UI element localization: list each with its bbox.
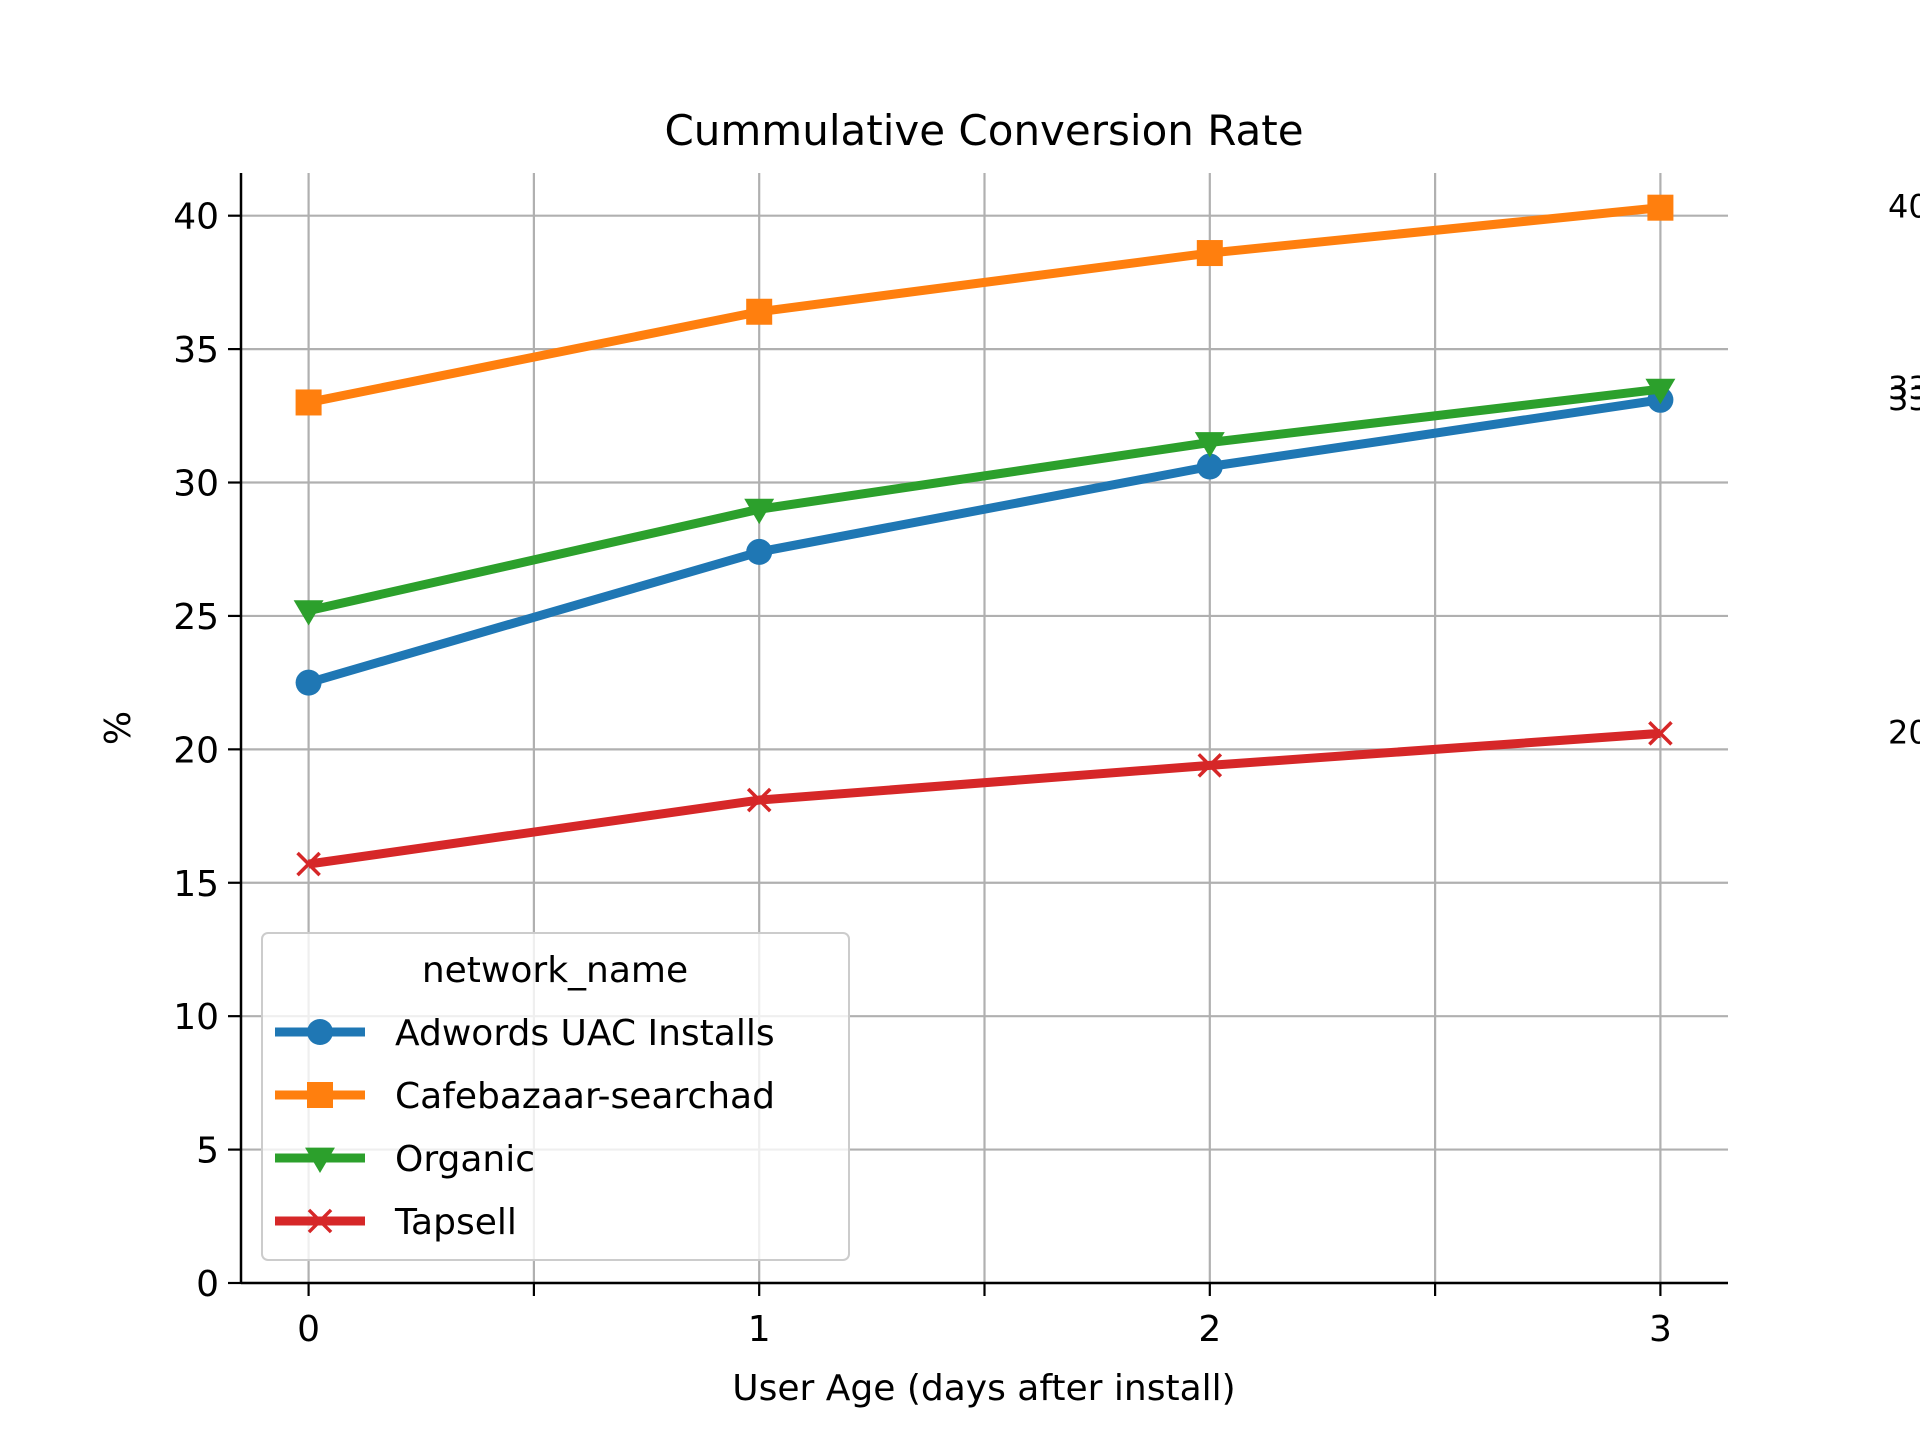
legend-label: Organic [395, 1139, 535, 1180]
x-tick-label: 3 [1649, 1309, 1672, 1350]
data-point [307, 1208, 333, 1234]
y-tick-label: 20 [173, 730, 219, 771]
data-point [1648, 721, 1673, 746]
data-point [1197, 753, 1223, 778]
data-point [746, 538, 773, 565]
x-tick-label: 2 [1198, 1309, 1221, 1350]
data-point [293, 600, 324, 626]
y-tick-label: 10 [173, 997, 219, 1038]
chart-title: Cummulative Conversion Rate [664, 106, 1303, 155]
y-tick-label: 0 [196, 1264, 219, 1305]
legend-label: Cafebazaar-searchad [395, 1076, 775, 1117]
legend-label: Tapsell [394, 1202, 517, 1243]
edge-label: 33 [1888, 369, 1920, 407]
y-tick-label: 5 [196, 1131, 219, 1172]
data-point [1196, 240, 1223, 267]
legend-items: Adwords UAC Installs Cafebazaar-searchad O… [275, 1013, 775, 1243]
legend-box [261, 932, 850, 1261]
series-line [307, 728, 1661, 869]
data-point [305, 1147, 335, 1173]
data-point [1194, 432, 1225, 458]
data-point [746, 298, 773, 325]
data-point [295, 669, 322, 696]
y-tick-label: 25 [173, 597, 219, 638]
edge-label: 20 [1888, 713, 1920, 751]
data-point [307, 1082, 333, 1108]
x-tick-label: 1 [748, 1309, 771, 1350]
data-point [307, 1019, 333, 1045]
edge-label: 40 [1888, 188, 1920, 226]
x-tick-label: 0 [297, 1309, 320, 1350]
grid-lines [241, 173, 1728, 1285]
y-axis-ticks: 0 5 10 15 20 25 30 35 40 [173, 197, 241, 1305]
y-tick-label: 15 [173, 864, 219, 905]
y-tick-label: 35 [173, 330, 219, 371]
legend-title: network_name [422, 950, 688, 991]
data-point [1645, 378, 1676, 405]
data-point [296, 851, 321, 877]
series-line [307, 384, 1661, 615]
edge-label: 33 [1888, 380, 1920, 418]
data-point [295, 389, 322, 416]
y-tick-label: 40 [173, 197, 219, 238]
x-axis-ticks: 0 1 2 3 [297, 1283, 1672, 1350]
series-line [307, 203, 1661, 407]
series-line [307, 395, 1662, 687]
legend: network_name Adwords UAC Installs Cafebaz… [261, 932, 850, 1261]
data-point [1647, 194, 1674, 221]
series-lines [293, 194, 1676, 877]
x-axis-label: User Age (days after install) [732, 1368, 1235, 1409]
legend-label: Adwords UAC Installs [395, 1013, 775, 1054]
data-point [744, 498, 775, 525]
data-point [746, 787, 772, 813]
y-tick-label: 30 [173, 464, 219, 505]
y-axis-label: % [98, 711, 139, 745]
data-point [1196, 453, 1223, 480]
